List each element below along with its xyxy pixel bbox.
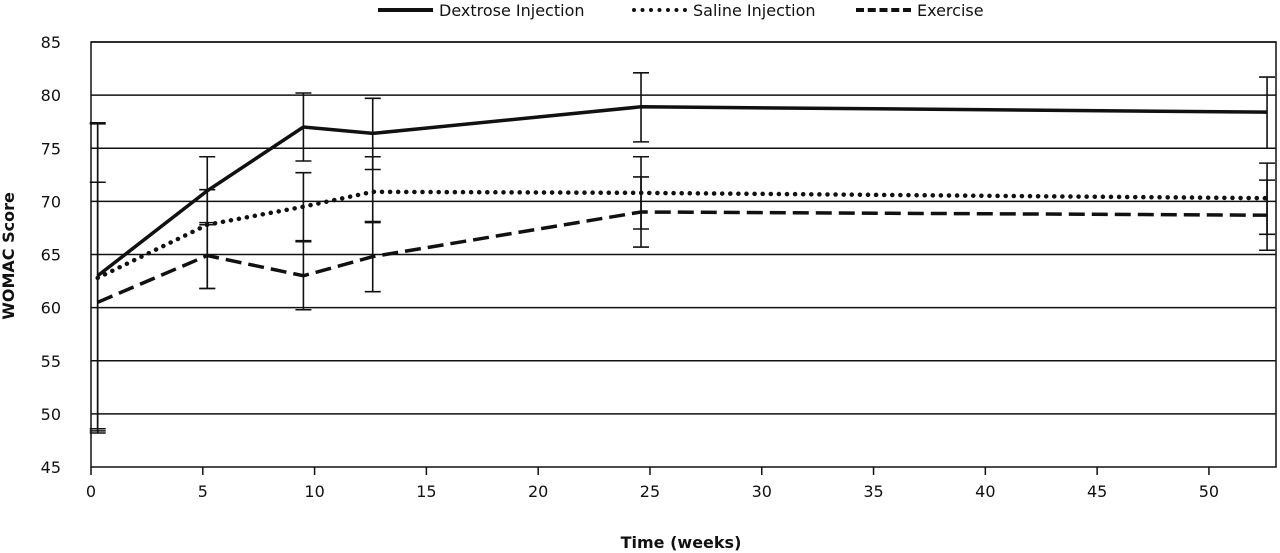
data-series: [89, 72, 1276, 434]
plot-frame: [90, 41, 1277, 468]
legend-label-saline: Saline Injection: [693, 0, 816, 20]
legend-swatch-solid: [378, 8, 433, 12]
legend-swatch-dashed: [856, 8, 911, 12]
x-tick-label: 20: [528, 482, 548, 501]
x-tick-label: 5: [198, 482, 208, 501]
x-tick-label: 40: [975, 482, 995, 501]
y-tick-label: 65: [41, 246, 61, 265]
y-tick-label: 75: [41, 139, 61, 158]
x-tick-label: 25: [640, 482, 660, 501]
series-dotted: [89, 123, 1276, 434]
x-tick-label: 45: [1087, 482, 1107, 501]
series-line: [95, 189, 1270, 281]
legend-item-exercise: Exercise: [856, 0, 984, 20]
series-dashed: [89, 176, 1276, 430]
x-tick-label: 10: [304, 482, 324, 501]
x-tick-label: 15: [416, 482, 436, 501]
legend-item-saline: Saline Injection: [632, 0, 816, 20]
gridlines: [91, 41, 1276, 415]
y-tick-label: 70: [41, 192, 61, 211]
axes: [90, 41, 1277, 475]
legend-item-dextrose: Dextrose Injection: [378, 0, 585, 20]
x-tick-label: 35: [863, 482, 883, 501]
x-tick-label: 30: [752, 482, 772, 501]
series-line: [96, 105, 1268, 278]
x-tick-label: 0: [86, 482, 96, 501]
y-tick-label: 55: [41, 352, 61, 371]
series-line: [97, 210, 1268, 304]
y-tick-label: 45: [41, 458, 61, 477]
legend-label-exercise: Exercise: [917, 0, 984, 20]
x-tick-label: 50: [1199, 482, 1219, 501]
legend: Dextrose Injection Saline Injection Exer…: [0, 0, 1280, 22]
y-tick-label: 60: [41, 299, 61, 318]
y-tick-label: 50: [41, 405, 61, 424]
series-solid: [89, 72, 1276, 432]
legend-label-dextrose: Dextrose Injection: [439, 0, 585, 20]
legend-swatch-dotted: [632, 8, 687, 12]
y-tick-label: 85: [41, 33, 61, 52]
tick-labels: 45 50 55 60 65 70 75 80 85 0 5 10 15 20 25 30 35 40 45 50: [41, 33, 1219, 501]
x-axis-title: Time (weeks): [621, 533, 742, 552]
y-axis-title: WOMAC Score: [0, 192, 18, 320]
y-tick-label: 80: [41, 86, 61, 105]
